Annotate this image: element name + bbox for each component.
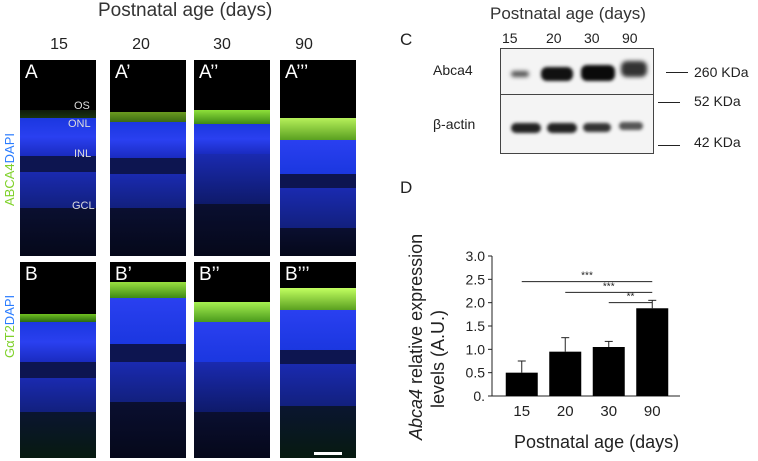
bar [636,308,669,396]
wb-age-15: 15 [502,30,518,46]
panel-label-b: B [25,264,38,285]
x-tick-label: 20 [557,403,574,420]
panel-label-a-double-prime: A’’ [199,62,219,83]
layer-label-inl: INL [74,148,92,160]
scale-bar [314,452,342,455]
wb-age-30: 30 [584,30,600,46]
image-panel-b-20: B’ [110,262,186,458]
western-title: Postnatal age (days) [490,4,646,23]
bar [505,372,538,396]
y-tick-label: 1.5 [466,318,486,334]
age-label-15: 15 [50,36,68,53]
wb-row-actin: β-actin [433,116,476,132]
chart-ylabel: Abca4 relative expression [406,233,426,440]
significance-marker: *** [581,271,593,282]
y-tick-label: 2.0 [466,295,486,311]
marker-260: 260 KDa [694,64,749,80]
layer-label-onl: ONL [68,118,91,130]
age-label-20: 20 [132,36,150,53]
panel-label-a: A [25,62,38,83]
significance-marker: *** [603,281,615,292]
marker-line-42 [658,145,680,146]
panel-letter-d: D [400,178,413,197]
image-panel-a-20: A’ [110,60,186,256]
left-figure-title: Postnatal age (days) [98,0,273,21]
bar [549,351,582,396]
wb-row-abca4: Abca4 [433,62,473,78]
y-tick-label: 0.5 [466,365,486,381]
layer-label-os: OS [74,100,90,112]
age-label-30: 30 [213,36,231,53]
wb-abca4-blot [500,48,654,96]
marker-line-260 [666,72,688,73]
image-panel-a-15: A OS ONL INL GCL [20,60,96,256]
panel-label-b-triple-prime: B’’’ [285,264,310,285]
panel-label-b-prime: B’ [115,264,132,285]
marker-52: 52 KDa [694,93,741,109]
panel-label-a-prime: A’ [115,62,131,83]
image-panel-b-30: B’’ [194,262,270,458]
y-tick-label: 3.0 [466,248,486,264]
image-panel-a-90: A’’’ [280,60,356,256]
x-tick-label: 15 [513,403,530,420]
layer-label-gcl: GCL [72,200,95,212]
row-b-stain-label: GαT2DAPI [2,294,17,358]
image-panel-a-30: A’’ [194,60,270,256]
marker-line-52 [658,102,680,103]
image-panel-b-15: B [20,262,96,458]
expression-bar-chart: 0.0.51.01.52.02.53.015 20 30 90******** [466,248,680,420]
row-a-stain-label: ABCA4DAPI [2,133,17,206]
panel-label-a-triple-prime: A’’’ [285,62,309,83]
panel-label-b-double-prime: B’’ [199,264,220,285]
marker-42: 42 KDa [694,134,741,150]
wb-age-90: 90 [622,30,638,46]
age-label-90: 90 [295,36,313,53]
image-panel-b-90: B’’’ [280,262,356,458]
wb-age-20: 20 [546,30,562,46]
x-tick-label: 90 [644,403,661,420]
y-tick-label: 2.5 [466,271,486,287]
bar [592,347,625,396]
panel-letter-c: C [400,30,413,49]
chart-xlabel: Postnatal age (days) [514,432,680,452]
wb-actin-blot [500,94,654,154]
significance-marker: ** [627,292,635,303]
y-tick-label: 1.0 [466,341,486,357]
x-tick-label: 30 [600,403,617,420]
y-tick-label: 0. [473,388,485,404]
